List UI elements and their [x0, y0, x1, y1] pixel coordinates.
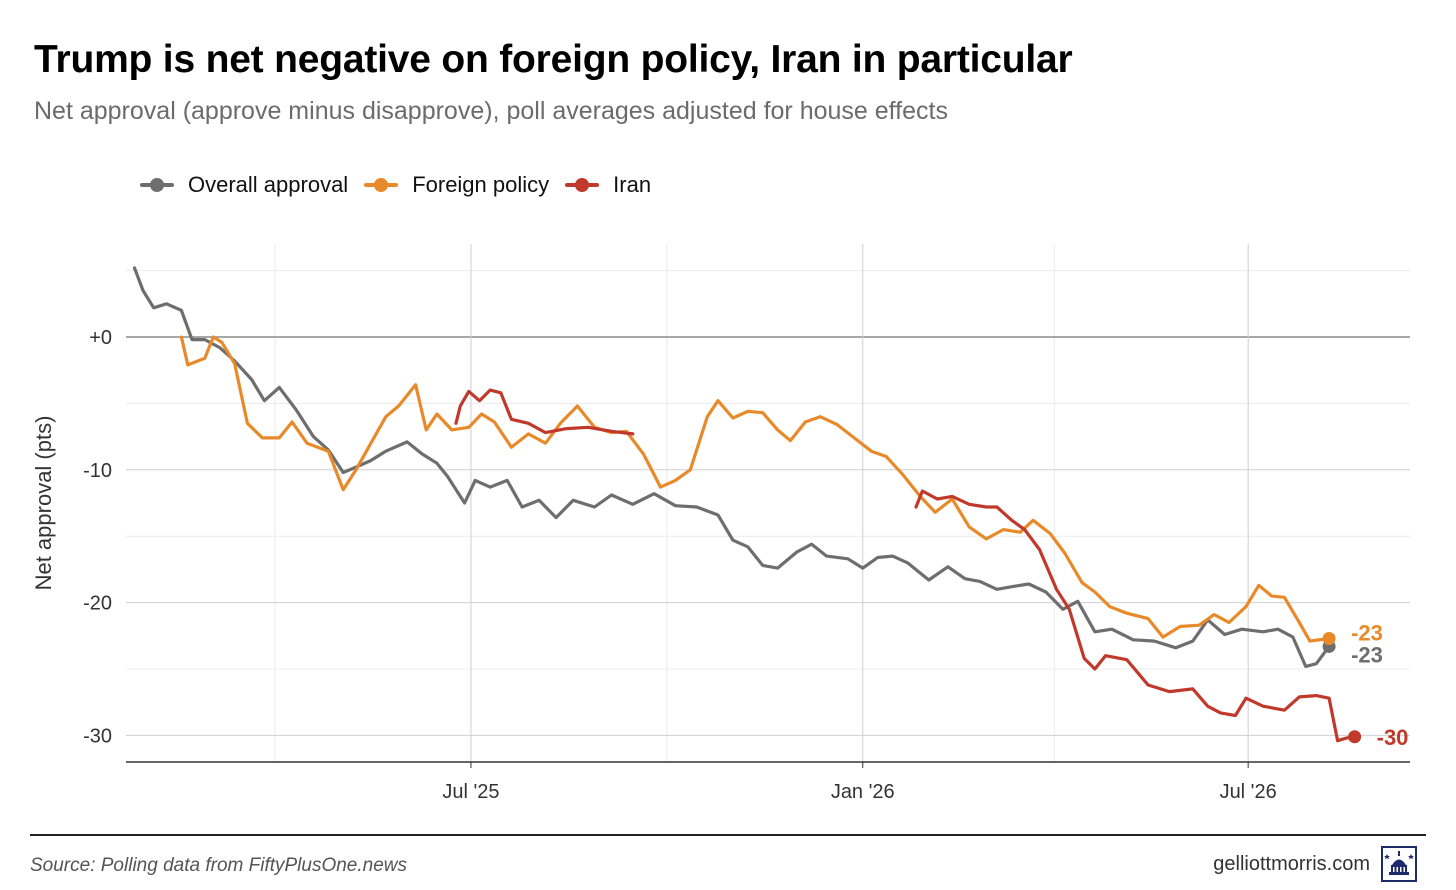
chart-legend: Overall approval Foreign policy Iran	[140, 172, 667, 198]
legend-item-iran: Iran	[565, 172, 651, 198]
chart-title: Trump is net negative on foreign policy,…	[34, 38, 1073, 81]
legend-key-overall	[140, 175, 174, 195]
legend-label-overall: Overall approval	[188, 172, 349, 197]
site-credit: gelliottmorris.com	[1213, 853, 1370, 875]
legend-item-foreign-policy: Foreign policy	[364, 172, 549, 198]
series-end-label-overall-approval: -23	[1351, 642, 1383, 667]
x-tick-label: Jan '26	[831, 781, 895, 803]
capitol-dome-icon	[1381, 846, 1417, 882]
series-end-label-iran: -30	[1377, 725, 1409, 750]
series-line-iran	[914, 489, 1357, 743]
source-note: Source: Polling data from FiftyPlusOne.n…	[30, 855, 408, 876]
y-tick-label: -30	[83, 725, 112, 747]
line-chart: +0 -10 -20 -30 Jul '25 Jan '26 Jul '26 Net appr…	[31, 244, 1410, 803]
x-tick-label: Jul '26	[1220, 781, 1277, 803]
series-line-iran	[454, 388, 635, 436]
y-tick-label: -20	[83, 593, 112, 615]
series-end-point-foreign-policy	[1322, 631, 1336, 645]
footer-divider	[30, 834, 1426, 836]
chart-subtitle: Net approval (approve minus disapprove),…	[34, 97, 948, 125]
series-line-foreign-policy	[179, 335, 1331, 643]
series-end-point-iran	[1348, 730, 1362, 744]
series-end-label-foreign-policy: -23	[1351, 620, 1383, 645]
legend-label-foreign-policy: Foreign policy	[412, 172, 550, 197]
y-axis-label: Net approval (pts)	[31, 416, 56, 591]
y-tick-label: -10	[83, 460, 112, 482]
legend-item-overall: Overall approval	[140, 172, 348, 198]
y-tick-label: +0	[89, 327, 112, 349]
legend-key-foreign-policy	[364, 175, 399, 195]
legend-key-iran	[565, 175, 600, 195]
legend-label-iran: Iran	[613, 172, 652, 197]
series-line-overall-approval	[132, 266, 1331, 668]
x-tick-label: Jul '25	[442, 781, 499, 803]
